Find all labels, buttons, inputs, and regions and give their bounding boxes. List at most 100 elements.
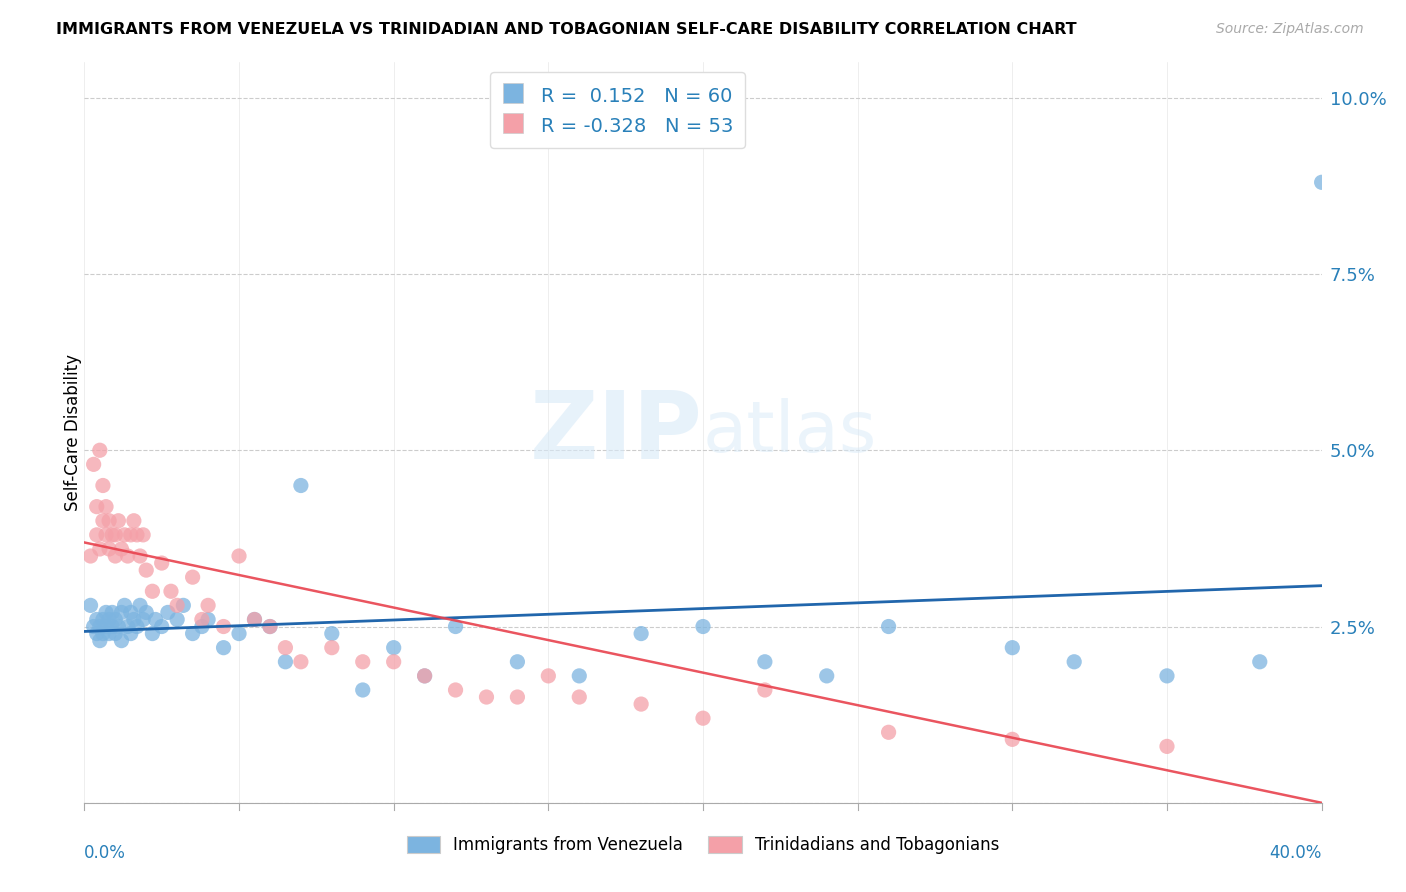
Point [79, 549, 101, 563]
Point [89, 633, 111, 648]
Point [259, 619, 281, 633]
Point [98, 541, 121, 556]
Point [94, 528, 117, 542]
Point [181, 626, 204, 640]
Point [274, 655, 297, 669]
Point [110, 633, 132, 648]
Point [145, 612, 167, 626]
Point [86, 626, 108, 640]
Point [104, 549, 127, 563]
Point [89, 619, 111, 633]
Point [166, 612, 188, 626]
Point [321, 640, 343, 655]
Point [413, 669, 436, 683]
Point [877, 725, 900, 739]
Point [181, 570, 204, 584]
Point [98, 514, 121, 528]
Point [122, 612, 145, 626]
Point [197, 599, 219, 613]
Point [110, 541, 132, 556]
Point [228, 626, 250, 640]
Point [1063, 655, 1085, 669]
Point [321, 626, 343, 640]
Point [754, 655, 776, 669]
Point [117, 549, 139, 563]
Point [382, 640, 405, 655]
Point [104, 612, 127, 626]
Point [243, 612, 266, 626]
Point [150, 556, 173, 570]
Point [243, 612, 266, 626]
Point [132, 612, 155, 626]
Point [630, 626, 652, 640]
Point [228, 549, 250, 563]
Point [114, 599, 136, 613]
Point [135, 606, 157, 620]
Point [212, 640, 235, 655]
Point [98, 612, 121, 626]
Point [444, 619, 467, 633]
Point [125, 528, 148, 542]
Point [107, 514, 129, 528]
Text: IMMIGRANTS FROM VENEZUELA VS TRINIDADIAN AND TOBAGONIAN SELF-CARE DISABILITY COR: IMMIGRANTS FROM VENEZUELA VS TRINIDADIAN… [56, 22, 1077, 37]
Point [129, 549, 152, 563]
Point [83, 619, 105, 633]
Point [413, 669, 436, 683]
Text: 0.0%: 0.0% [84, 844, 127, 862]
Point [191, 612, 214, 626]
Point [83, 458, 105, 472]
Text: ZIP: ZIP [530, 386, 703, 479]
Legend: Immigrants from Venezuela, Trinidadians and Tobagonians: Immigrants from Venezuela, Trinidadians … [401, 830, 1005, 861]
Point [1156, 739, 1178, 754]
Point [1001, 640, 1024, 655]
Point [107, 619, 129, 633]
Point [125, 619, 148, 633]
Point [104, 528, 127, 542]
Point [120, 528, 142, 542]
Point [506, 690, 529, 704]
Point [117, 619, 139, 633]
Text: 40.0%: 40.0% [1270, 844, 1322, 862]
Point [122, 514, 145, 528]
Point [568, 690, 591, 704]
Point [290, 655, 312, 669]
Point [86, 528, 108, 542]
Point [212, 619, 235, 633]
Point [1156, 669, 1178, 683]
Point [382, 655, 405, 669]
Point [135, 563, 157, 577]
Point [89, 541, 111, 556]
Point [156, 606, 179, 620]
Point [444, 683, 467, 698]
Point [1001, 732, 1024, 747]
Point [166, 599, 188, 613]
Point [141, 584, 163, 599]
Point [259, 619, 281, 633]
Point [815, 669, 838, 683]
Point [172, 599, 194, 613]
Point [86, 612, 108, 626]
Point [141, 626, 163, 640]
Y-axis label: Self-Care Disability: Self-Care Disability [65, 354, 82, 511]
Point [692, 711, 714, 725]
Point [98, 626, 121, 640]
Point [1310, 175, 1333, 189]
Text: Source: ZipAtlas.com: Source: ZipAtlas.com [1216, 22, 1364, 37]
Point [274, 640, 297, 655]
Point [352, 655, 374, 669]
Point [91, 478, 114, 492]
Point [110, 606, 132, 620]
Point [94, 619, 117, 633]
Point [692, 619, 714, 633]
Point [114, 528, 136, 542]
Point [101, 528, 124, 542]
Point [132, 528, 155, 542]
Point [104, 626, 127, 640]
Text: atlas: atlas [703, 398, 877, 467]
Point [120, 626, 142, 640]
Point [191, 619, 214, 633]
Point [129, 599, 152, 613]
Point [94, 606, 117, 620]
Point [120, 606, 142, 620]
Point [754, 683, 776, 698]
